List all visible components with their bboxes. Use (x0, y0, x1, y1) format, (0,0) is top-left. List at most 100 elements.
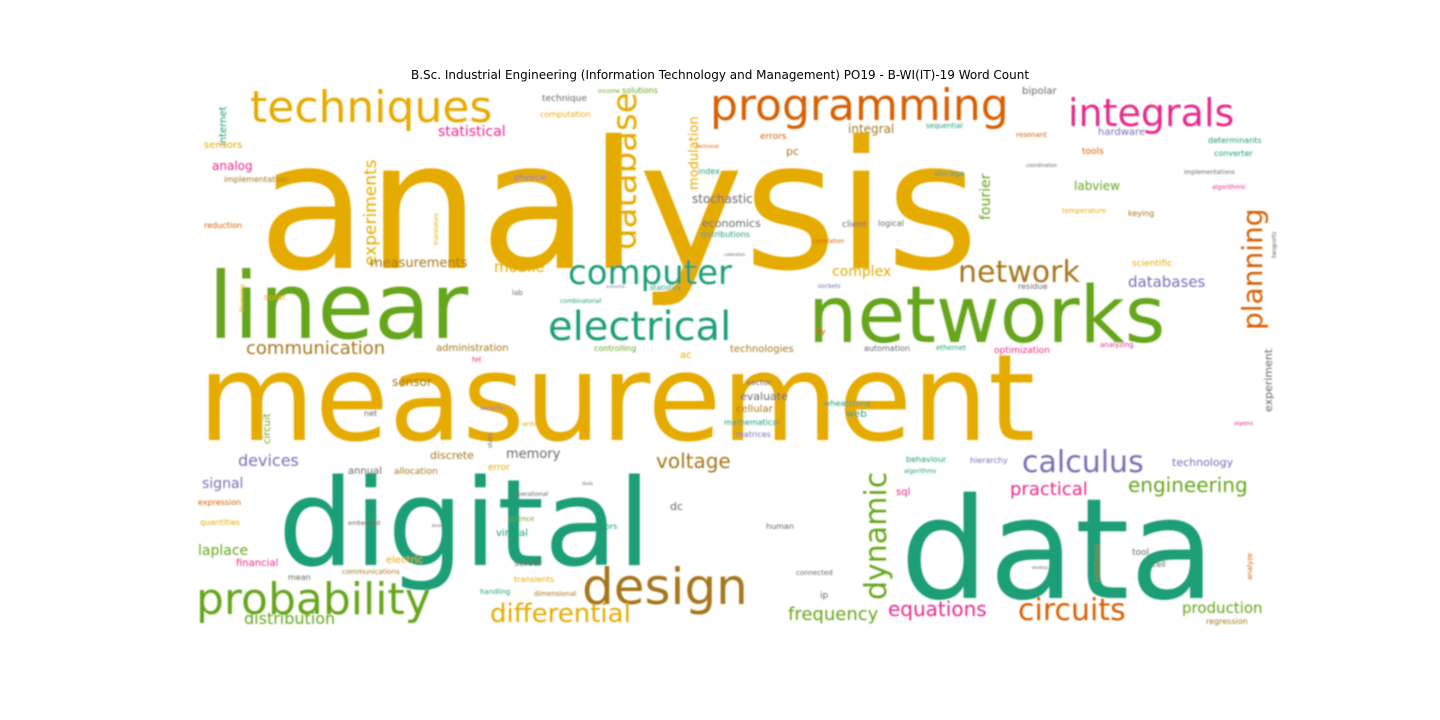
cloud-word-computer: computer (568, 253, 732, 293)
cloud-word-storage: storage (934, 169, 964, 178)
cloud-word-electric: electric (386, 555, 423, 566)
cloud-word-techniques: techniques (250, 82, 492, 133)
cloud-word-integrals: integrals (1068, 91, 1234, 135)
cloud-word-experiment: experiment (1262, 348, 1275, 412)
cloud-word-analyze: analyze (1246, 553, 1254, 580)
cloud-word-algebra: algebra (1234, 421, 1253, 427)
cloud-word-cell: cell (1152, 560, 1166, 569)
cloud-word-circuits: circuits (1018, 593, 1126, 628)
cloud-word-sockets: sockets (818, 283, 841, 290)
cloud-word-modulation: modulation (687, 116, 702, 190)
cloud-word-static: static (487, 432, 494, 448)
cloud-word-fourier: fourier (978, 173, 994, 220)
cloud-word-converter: converter (1214, 149, 1253, 158)
cloud-word-income: income (598, 88, 620, 95)
cloud-word-technique: technique (542, 94, 587, 104)
cloud-word-human: human (766, 522, 794, 531)
cloud-word-ac: ac (680, 350, 692, 361)
cloud-word-complex: complex (832, 264, 891, 280)
cloud-word-network: network (958, 255, 1080, 290)
cloud-word-financial: financial (236, 558, 278, 569)
cloud-word-evaluate: evaluate (740, 390, 788, 403)
cloud-word-pc: pc (786, 145, 799, 158)
cloud-word-design: design (582, 558, 748, 616)
cloud-word-fly: fly (816, 327, 826, 336)
cloud-word-net: net (364, 409, 377, 418)
cloud-word-memory: memory (506, 447, 561, 462)
cloud-word-algorithmic: algorithmic (1212, 184, 1246, 191)
cloud-word-cellular: cellular (736, 404, 773, 415)
cloud-word-index: index (698, 167, 720, 176)
cloud-word-bipolar: bipolar (1022, 86, 1057, 97)
cloud-word-tool: tool (1132, 548, 1149, 558)
cloud-word-correlation: correlation (812, 238, 844, 245)
cloud-word-resonant: resonant (1016, 131, 1047, 139)
cloud-word-determinants: determinants (1208, 136, 1262, 145)
cloud-word-signal: signal (202, 476, 243, 492)
cloud-word-coordination: coordination (1026, 163, 1057, 169)
cloud-word-dynamic: dynamic (859, 472, 894, 600)
cloud-word-embedded: embedded (348, 520, 380, 527)
cloud-word-communications: communications (342, 568, 400, 576)
cloud-word-distributions: distributions (700, 230, 750, 239)
cloud-word-internet: internet (218, 106, 229, 146)
cloud-word-data: data (900, 469, 1215, 632)
cloud-word-labview: labview (1074, 179, 1120, 193)
cloud-word-distribution: distribution (244, 609, 335, 628)
cloud-word-science: science (508, 515, 534, 523)
cloud-word-dimensional: dimensional (534, 590, 577, 598)
cloud-word-calibration: calibration (724, 252, 746, 257)
cloud-word-web: web (846, 409, 867, 420)
cloud-word-voltage: voltage (656, 449, 731, 473)
cloud-word-administration: administration (436, 343, 509, 354)
cloud-word-logical: logical (878, 219, 904, 228)
cloud-word-statistical: statistical (438, 124, 506, 140)
cloud-word-automation: automation (864, 344, 910, 353)
cloud-word-electrical: electrical (548, 304, 731, 350)
cloud-word-hierarchy: hierarchy (970, 456, 1008, 465)
cloud-word-networks: networks (808, 271, 1165, 361)
cloud-word-operational: operational (514, 491, 548, 498)
cloud-word-ip: ip (820, 591, 829, 601)
cloud-word-quantities: quantities (200, 518, 240, 527)
cloud-word-transistors: transistors (433, 213, 440, 245)
cloud-word-programming: programming (710, 80, 1009, 131)
cloud-word-sensors: sensors (204, 140, 242, 151)
cloud-word-matrices: matrices (736, 430, 771, 439)
cloud-word-handling: handling (480, 588, 510, 596)
cloud-word-dc: dc (670, 500, 683, 513)
cloud-word-digital: digital (278, 455, 651, 594)
cloud-word-laplace: laplace (198, 543, 248, 559)
cloud-word-databases: databases (1128, 273, 1206, 291)
cloud-word-physical: physical (514, 173, 547, 182)
cloud-word-engineering: engineering (1128, 473, 1248, 497)
cloud-word-financing: financing (239, 284, 246, 312)
cloud-word-errors: errors (760, 132, 787, 142)
cloud-word-lab: lab (512, 289, 523, 297)
cloud-word-devices: devices (238, 451, 299, 470)
cloud-word-twoports: twoports (1271, 232, 1278, 258)
cloud-word-capacitors: capacitors (576, 522, 617, 531)
cloud-word-tools: tools (1082, 147, 1104, 157)
cloud-word-experiments: experiments (361, 159, 381, 266)
cloud-word-behaviour: behaviour (906, 455, 947, 464)
cloud-word-measurement: measurement (198, 330, 1035, 469)
cloud-word-analog: analog (212, 159, 253, 173)
cloud-word-fet: fet (472, 356, 482, 364)
cloud-word-virtual: virtual (496, 528, 528, 539)
cloud-word-transients: transients (514, 575, 554, 584)
cloud-word-probability: probability (196, 574, 431, 625)
cloud-word-practical: practical (1010, 479, 1088, 500)
cloud-word-stochastic: stochastic (692, 192, 753, 206)
cloud-word-implementation: implementation (224, 175, 287, 184)
cloud-word-combinatorial: combinatorial (560, 298, 602, 305)
cloud-word-analysis: analysis (258, 103, 979, 310)
cloud-word-expression: expression (198, 498, 241, 507)
cloud-word-solutions: solutions (622, 86, 658, 95)
cloud-word-reduction: reduction (204, 221, 242, 230)
cloud-word-relational: relational (1093, 544, 1102, 582)
cloud-word-measurements: measurements (370, 256, 468, 271)
figure-title: B.Sc. Industrial Engineering (Informatio… (410, 68, 1030, 82)
cloud-word-statistics: statistics (650, 284, 682, 292)
